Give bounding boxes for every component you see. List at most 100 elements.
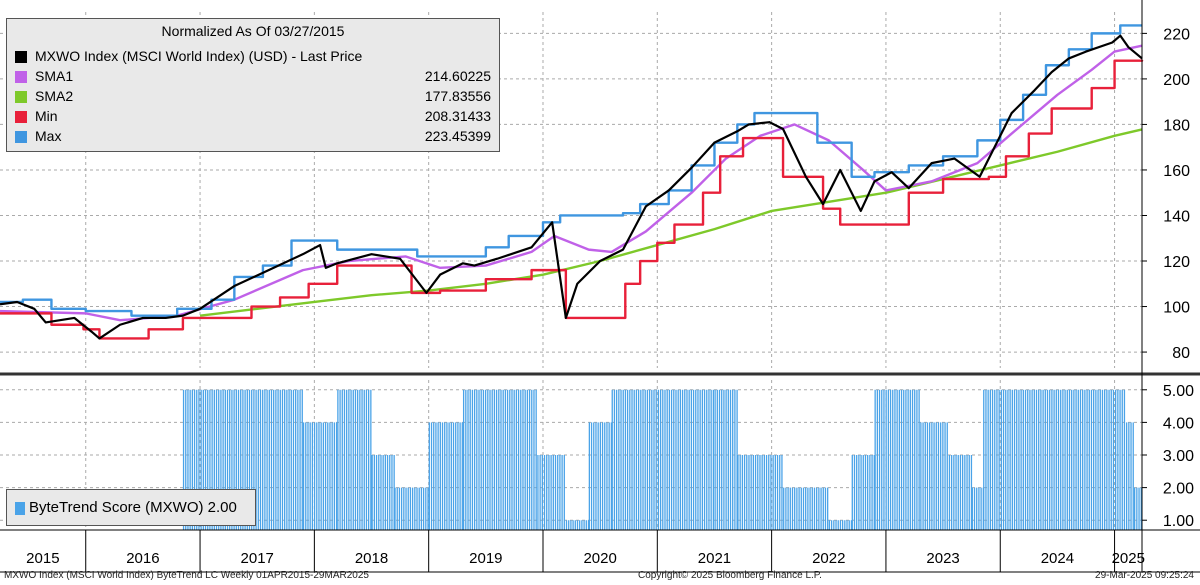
score-bar [363,389,365,530]
score-bar [290,389,292,530]
score-bar [253,389,255,530]
score-bar [718,389,721,530]
score-bar [487,389,489,530]
score-bar [646,389,649,530]
score-bar [712,389,715,530]
score-bar [457,422,459,530]
score-bar [427,487,429,530]
score-bar [414,487,416,530]
score-bar [1117,389,1119,530]
score-bar [574,520,576,530]
score-bar [1130,422,1132,530]
score-bar [1075,389,1077,530]
score-bar [302,422,305,530]
x-tick-label: 2018 [355,550,388,567]
score-bar [770,455,772,530]
score-bar [398,487,401,530]
score-bar [955,455,957,530]
score-bar [305,422,307,530]
score-tick-label: 3.00 [1163,448,1194,465]
score-bar [301,389,303,530]
score-bar [324,422,327,530]
score-bar [664,389,666,530]
score-bar [539,455,541,530]
score-bar [1051,389,1053,530]
score-bar [1062,389,1064,530]
score-bar [830,520,833,530]
score-bar [348,389,350,530]
score-bar [284,389,286,530]
score-bar [653,389,655,530]
score-bar [590,422,593,530]
score-bar [620,389,622,530]
score-bar [537,455,539,530]
score-bar [526,389,529,530]
x-tick-label: 2015 [26,550,59,567]
legend-name-sma2: SMA2 [35,88,74,104]
score-bar [980,487,982,530]
score-bar [839,520,842,530]
score-bar [411,487,414,530]
score-bar [768,455,770,530]
score-bar [286,389,288,530]
legend-swatch-sma1 [15,71,27,83]
score-bar [736,389,738,530]
score-bar [626,389,629,530]
score-bar [896,389,898,530]
score-bar [407,487,409,530]
score-bar [473,389,476,530]
score-bar [924,422,926,530]
score-bar [787,487,789,530]
score-bar [335,422,338,530]
score-bar [883,389,885,530]
score-bar [275,389,277,530]
x-tick-label: 2022 [812,550,845,567]
series-line-mxwo [0,34,1143,340]
score-bar [491,389,493,530]
score-bar [655,389,657,530]
score-bar [361,389,363,530]
score-bar [200,389,202,530]
score-bar [824,487,827,530]
score-bar [813,487,816,530]
score-bar [341,389,343,530]
score-bar [648,389,651,530]
score-bar [1060,389,1062,530]
score-bar [370,389,372,530]
score-bar [218,389,220,530]
score-bar [961,455,964,530]
score-bar [1132,422,1134,530]
score-bar [800,487,802,530]
score-bar [352,389,354,530]
score-bar [1007,389,1009,530]
score-bar [565,520,568,530]
score-bar [599,422,602,530]
y-tick-label: 200 [1163,72,1190,89]
score-bar [822,487,824,530]
score-bar [593,422,595,530]
score-bar [273,389,275,530]
legend-row-min: Min 208.31433 [15,108,491,127]
score-bar [635,389,638,530]
score-bar [757,455,759,530]
series-line-sma1 [0,44,1143,322]
score-bar [1031,389,1033,530]
score-bar [811,487,813,530]
score-bar [528,389,531,530]
score-bar [313,422,316,530]
score-bar [546,455,548,530]
score-bar [909,389,911,530]
score-bar [318,422,320,530]
score-bar [881,389,883,530]
score-bar [922,422,924,530]
score-bar [209,389,211,530]
score-bar [309,422,311,530]
score-bar [375,455,378,530]
score-bar [441,422,444,530]
score-bar [710,389,712,530]
score-bar [354,389,357,530]
footer-left: MXWO Index (MSCI World Index) ByteTrend … [4,570,369,581]
x-tick-label: 2023 [926,550,959,567]
score-bar [869,455,871,530]
score-bar [1110,389,1112,530]
